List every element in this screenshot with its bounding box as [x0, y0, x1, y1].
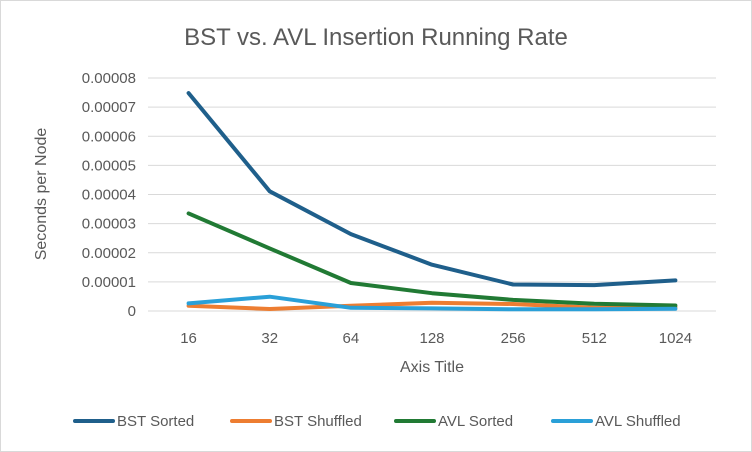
- legend: BST Sorted BST Shuffled AVL Sorted AVL Shuf…: [73, 413, 681, 430]
- legend-item: BST Sorted: [73, 413, 194, 430]
- gridlines: [148, 77, 716, 312]
- y-tick-label: 0.00005: [82, 157, 136, 174]
- x-tick-label: 32: [261, 330, 278, 347]
- x-tick-label: 64: [343, 330, 360, 347]
- x-tick-label: 1024: [659, 330, 692, 347]
- y-tick-label: 0.00004: [82, 187, 136, 204]
- legend-label: BST Shuffled: [274, 413, 362, 430]
- series-line-bst-sorted: [186, 91, 678, 288]
- y-axis-ticks: 0 0.00001 0.00002 0.00003 0.00004 0.00005 0.00…: [82, 70, 136, 320]
- y-tick-label: 0.00001: [82, 274, 136, 291]
- series-line-avl-shuffled: [186, 294, 678, 312]
- y-tick-label: 0.00006: [82, 128, 136, 145]
- y-tick-label: 0.00003: [82, 216, 136, 233]
- series-line-avl-sorted: [186, 211, 678, 308]
- legend-label: AVL Shuffled: [595, 413, 681, 430]
- series-lines: [186, 91, 678, 312]
- y-tick-label: 0.00002: [82, 245, 136, 262]
- x-axis-title: Axis Title: [400, 359, 464, 376]
- x-tick-label: 128: [419, 330, 444, 347]
- legend-item: AVL Sorted: [394, 413, 513, 430]
- legend-label: AVL Sorted: [438, 413, 513, 430]
- legend-label: BST Sorted: [117, 413, 194, 430]
- x-tick-label: 256: [501, 330, 526, 347]
- y-tick-label: 0.00008: [82, 70, 136, 87]
- x-tick-label: 512: [582, 330, 607, 347]
- y-tick-label: 0.00007: [82, 99, 136, 116]
- chart-title: BST vs. AVL Insertion Running Rate: [184, 24, 568, 51]
- x-axis-ticks: 16 32 64 128 256 512 1024: [180, 330, 692, 347]
- legend-item: AVL Shuffled: [551, 413, 681, 430]
- y-axis-title: Seconds per Node: [33, 128, 50, 261]
- x-tick-label: 16: [180, 330, 197, 347]
- y-tick-label: 0: [128, 303, 136, 320]
- legend-item: BST Shuffled: [230, 413, 362, 430]
